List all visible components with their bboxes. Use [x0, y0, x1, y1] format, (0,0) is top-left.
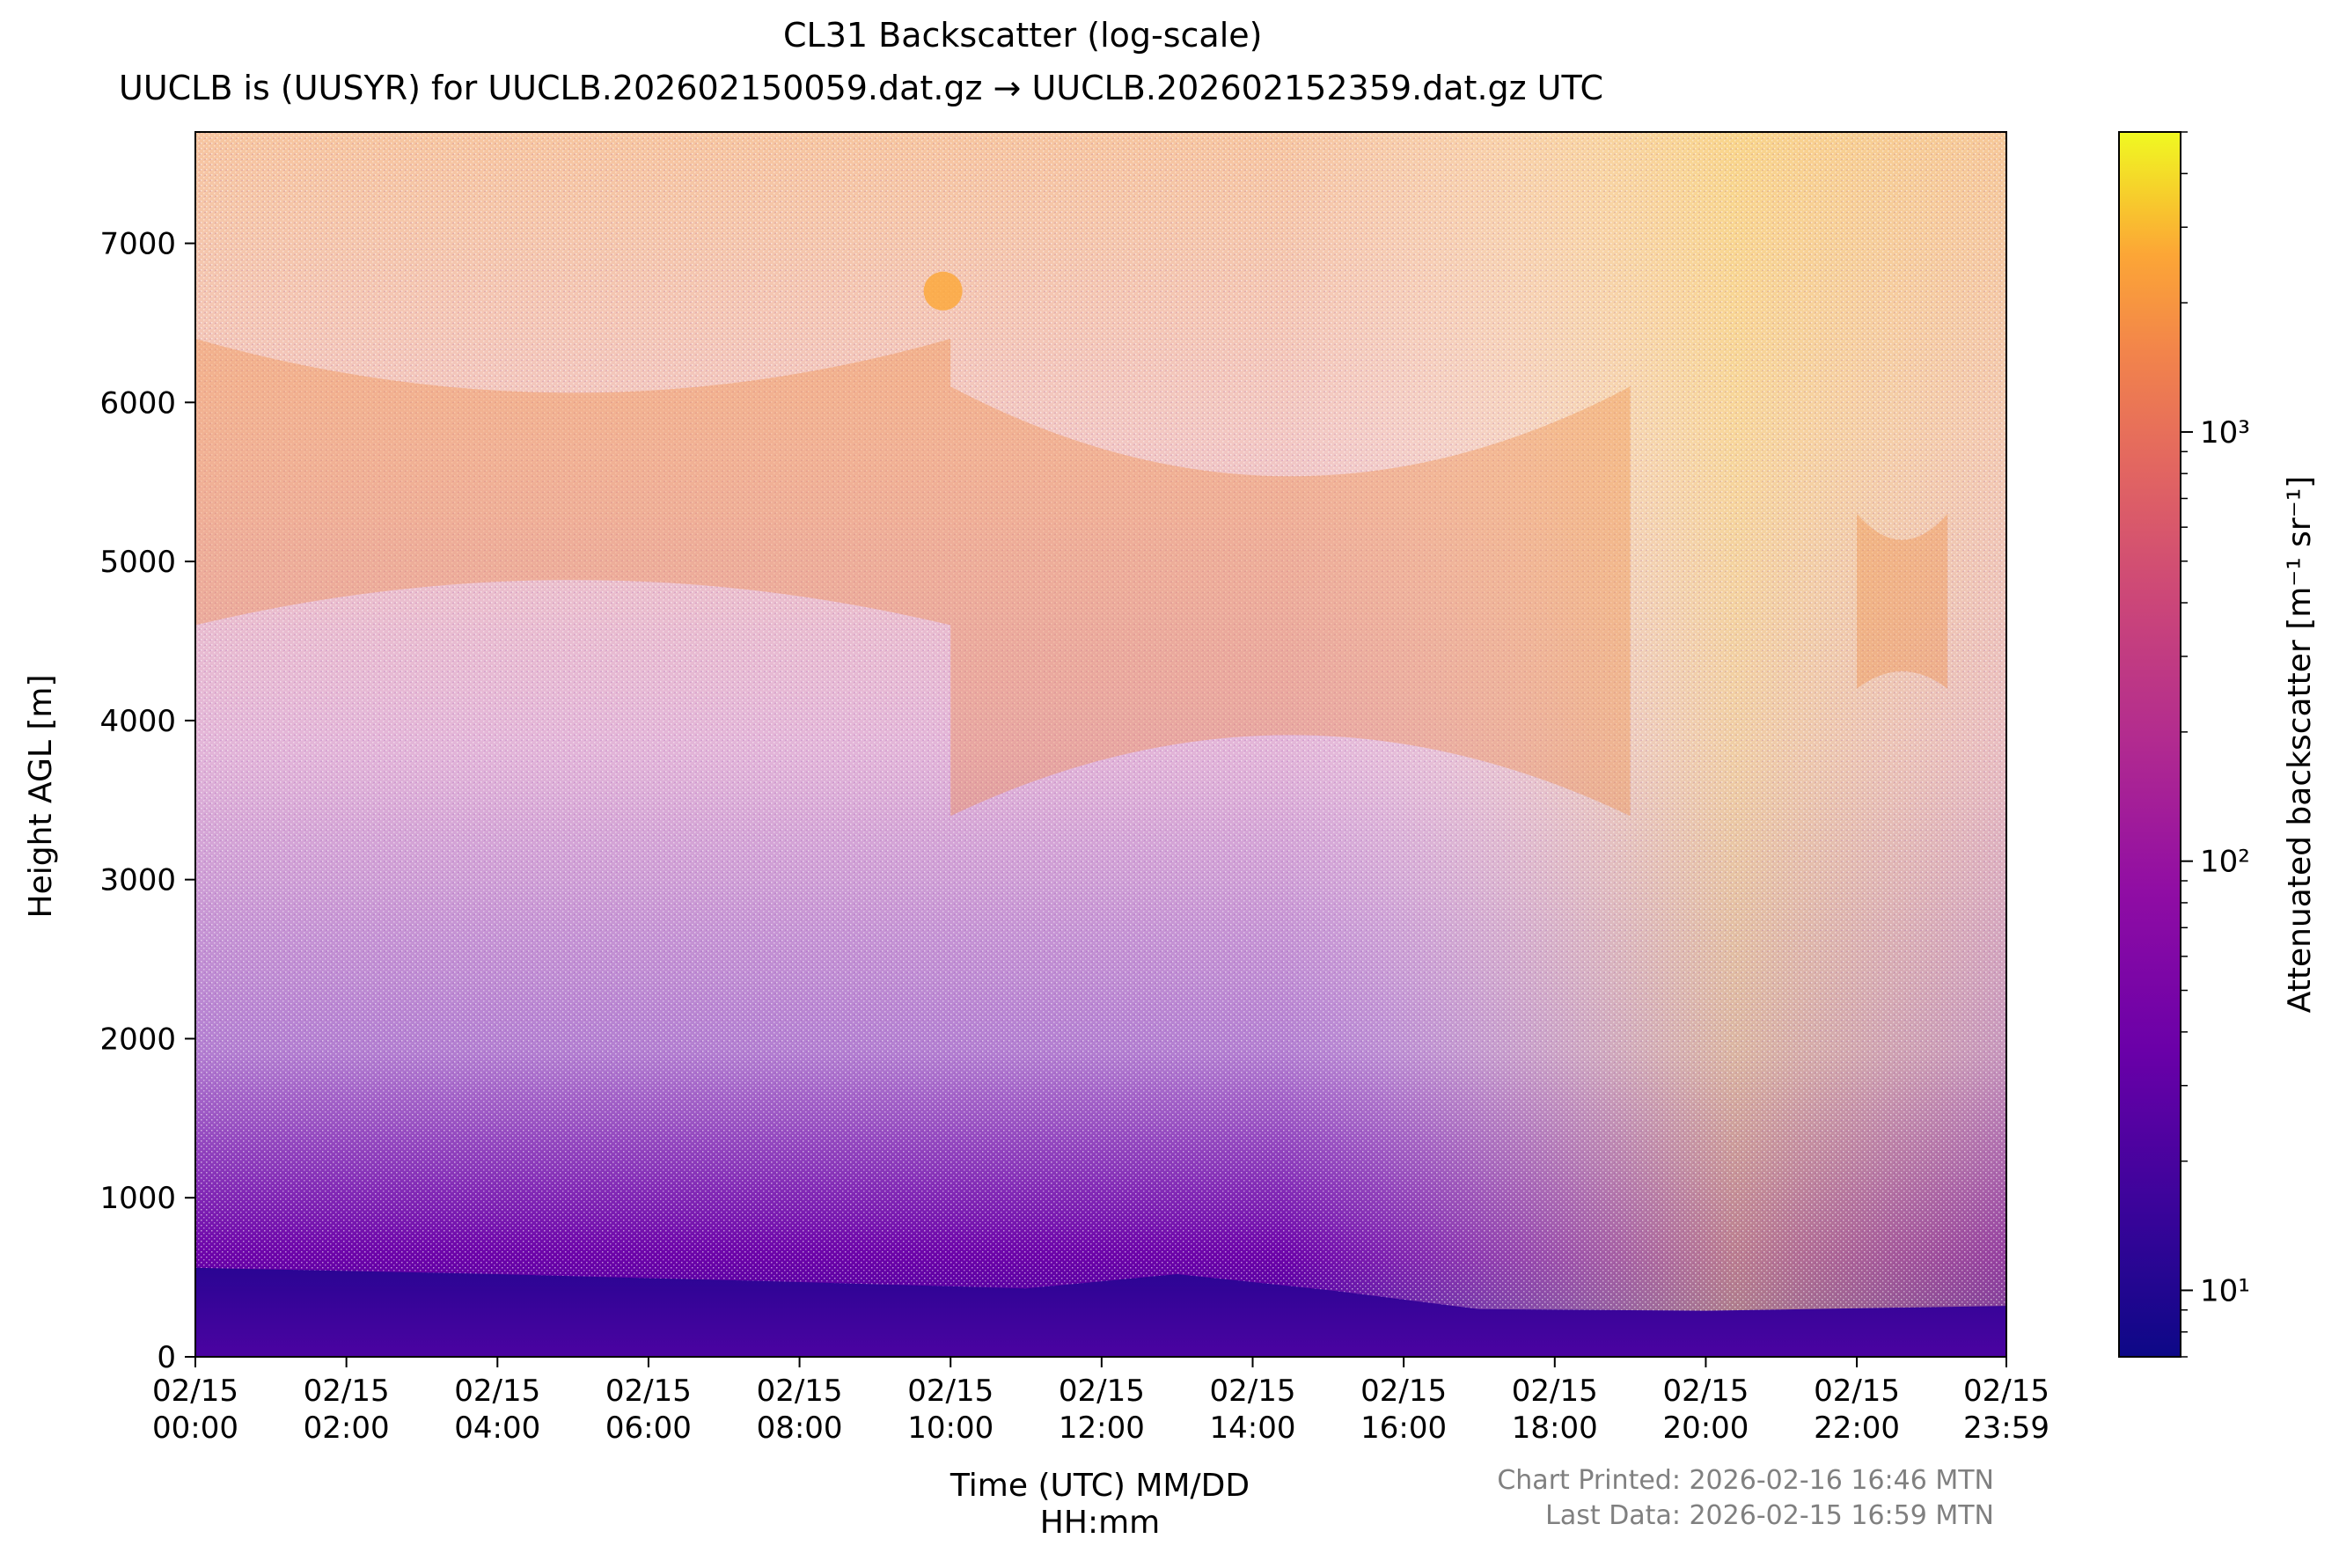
- colorbar: 10¹ 10² 10³ Attenuated backscatter [m⁻¹ sr…: [2118, 131, 2318, 1358]
- cloud-feature-0: [195, 339, 951, 626]
- y-axis: 0 1000 2000 3000 4000 5000 6000 7000: [99, 227, 195, 1375]
- cbar-tick-label-0: 10¹: [2200, 1273, 2250, 1308]
- x-tick-date-5: 02/15: [907, 1374, 994, 1409]
- x-axis-title-line2: HH:mm: [1039, 1505, 1161, 1541]
- x-tick-date-11: 02/15: [1814, 1374, 1900, 1409]
- y-axis-title: Height AGL [m]: [23, 675, 59, 919]
- cloud-feature-3: [1857, 513, 1948, 689]
- cbar-tick-label-2: 10³: [2200, 415, 2250, 451]
- colorbar-title: Attenuated backscatter [m⁻¹ sr⁻¹]: [2282, 476, 2318, 1013]
- y-tick-label-5: 5000: [99, 545, 176, 580]
- y-tick-label-3: 3000: [99, 863, 176, 898]
- plot-area: [194, 131, 2007, 1358]
- x-tick-date-1: 02/15: [304, 1374, 390, 1409]
- x-tick-time-9: 18:00: [1512, 1410, 1598, 1446]
- x-tick-time-0: 00:00: [152, 1410, 238, 1446]
- x-tick-time-7: 14:00: [1210, 1410, 1296, 1446]
- colorbar-gradient: [2118, 131, 2181, 1358]
- chart-printed-note: Chart Printed: 2026-02-16 16:46 MTN: [1497, 1465, 1994, 1496]
- cloud-features: [195, 271, 1948, 817]
- x-tick-date-10: 02/15: [1662, 1374, 1749, 1409]
- y-tick-label-6: 6000: [99, 385, 176, 421]
- x-tick-time-4: 08:00: [757, 1410, 843, 1446]
- cloud-peak-1: [923, 271, 963, 311]
- x-axis-title-line1: Time (UTC) MM/DD: [950, 1468, 1250, 1504]
- y-tick-label-2: 2000: [99, 1022, 176, 1057]
- y-tick-label-1: 1000: [99, 1181, 176, 1216]
- x-tick-date-4: 02/15: [757, 1374, 843, 1409]
- y-tick-label-4: 4000: [99, 704, 176, 739]
- x-tick-time-11: 22:00: [1814, 1410, 1900, 1446]
- x-tick-time-5: 10:00: [907, 1410, 994, 1446]
- x-tick-time-3: 06:00: [605, 1410, 692, 1446]
- x-tick-time-8: 16:00: [1360, 1410, 1447, 1446]
- x-tick-date-3: 02/15: [605, 1374, 692, 1409]
- x-tick-date-12: 02/15: [1963, 1374, 2049, 1409]
- last-data-note: Last Data: 2026-02-15 16:59 MTN: [1545, 1500, 1994, 1531]
- chart-subtitle: UUCLB is (UUSYR) for UUCLB.202602150059.…: [119, 69, 1604, 107]
- cloud-feature-2: [950, 386, 1631, 817]
- x-tick-date-9: 02/15: [1512, 1374, 1598, 1409]
- plot-speckle: [195, 132, 2006, 1357]
- colorbar-ticks: 10¹ 10² 10³: [2181, 131, 2250, 1358]
- x-tick-time-1: 02:00: [304, 1410, 390, 1446]
- y-tick-label-7: 7000: [99, 227, 176, 262]
- x-tick-time-10: 20:00: [1662, 1410, 1749, 1446]
- x-tick-date-7: 02/15: [1210, 1374, 1296, 1409]
- x-axis: 02/1500:0002/1502:0002/1504:0002/1506:00…: [152, 1357, 2049, 1446]
- boundary-layer-band: [195, 1267, 2006, 1357]
- cbar-tick-label-1: 10²: [2200, 845, 2250, 880]
- x-tick-date-0: 02/15: [152, 1374, 238, 1409]
- x-tick-time-6: 12:00: [1059, 1410, 1145, 1446]
- y-tick-label-0: 0: [157, 1340, 176, 1375]
- x-tick-date-2: 02/15: [454, 1374, 540, 1409]
- x-axis-title: Time (UTC) MM/DD HH:mm: [924, 1468, 1276, 1542]
- x-tick-date-8: 02/15: [1360, 1374, 1447, 1409]
- x-tick-time-2: 04:00: [454, 1410, 540, 1446]
- x-tick-time-12: 23:59: [1963, 1410, 2049, 1446]
- chart-title: CL31 Backscatter (log-scale): [783, 16, 1263, 55]
- x-tick-date-6: 02/15: [1059, 1374, 1145, 1409]
